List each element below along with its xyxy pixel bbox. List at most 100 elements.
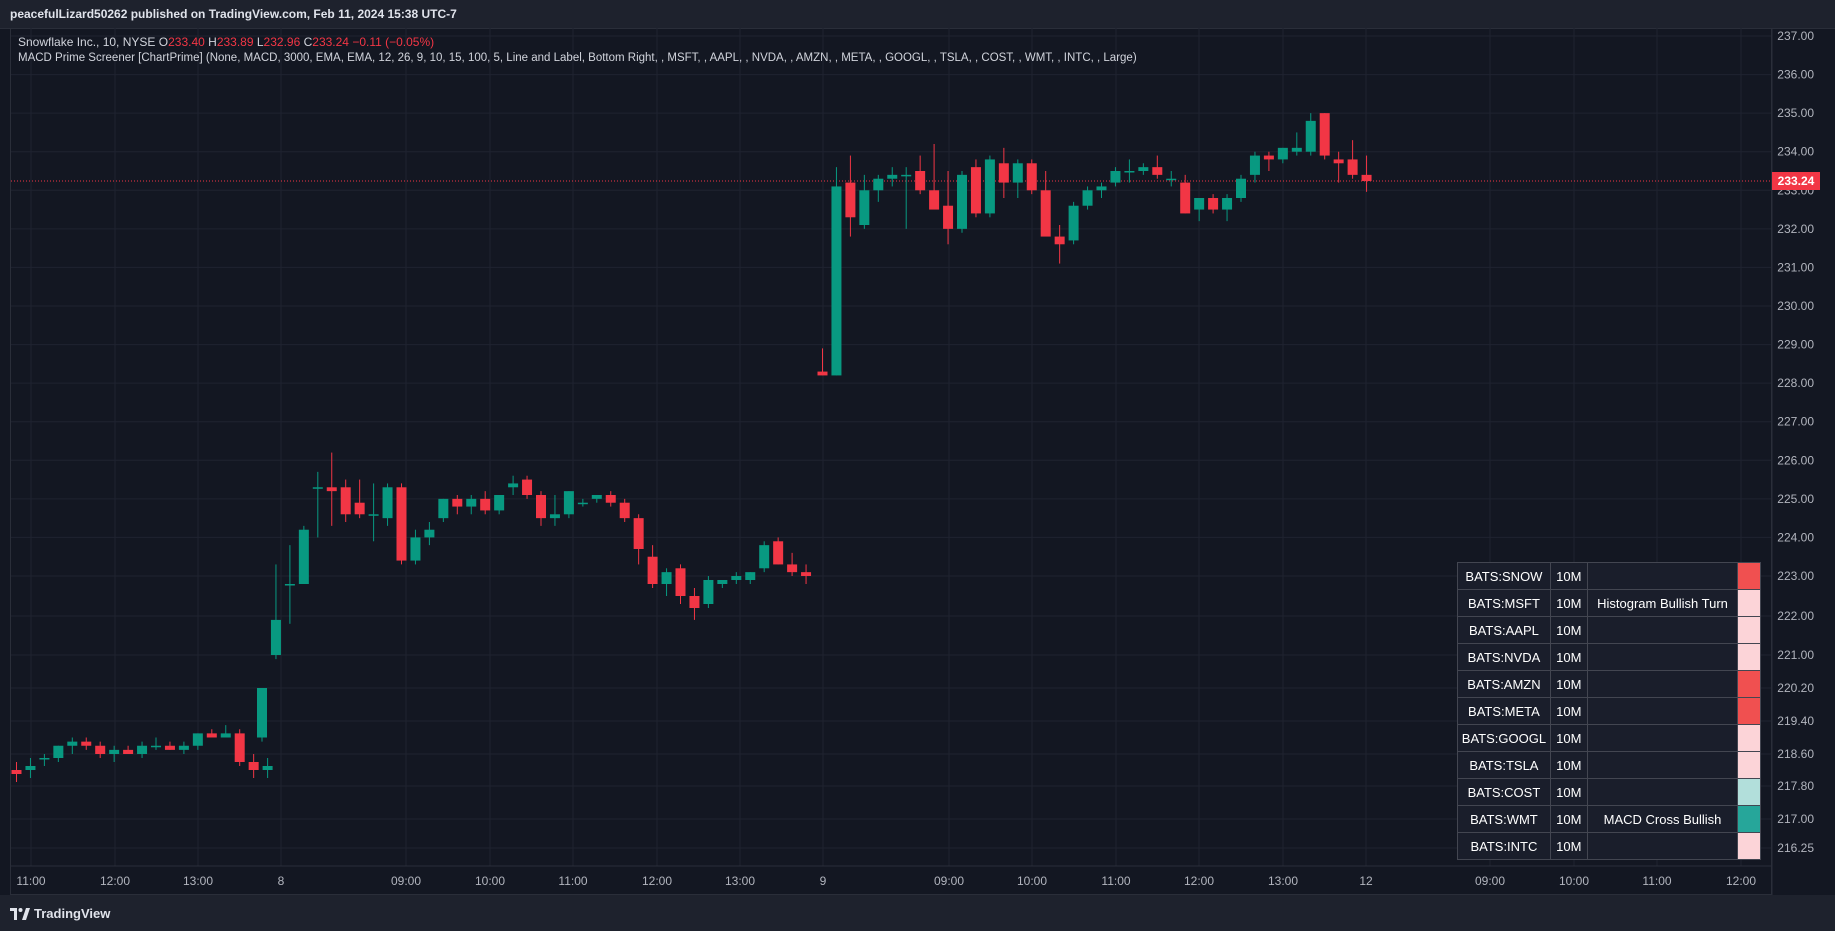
time-axis-label: 13:00 xyxy=(1268,874,1298,888)
price-axis-label: 221.00 xyxy=(1777,648,1814,662)
price-axis-label: 236.00 xyxy=(1777,68,1814,82)
price-axis-label: 220.20 xyxy=(1777,681,1814,695)
screener-symbol: BATS:AMZN xyxy=(1457,670,1551,698)
screener-signal xyxy=(1586,670,1739,698)
price-axis-label: 217.00 xyxy=(1777,812,1814,826)
screener-status-color xyxy=(1737,778,1761,806)
time-axis-label: 09:00 xyxy=(934,874,964,888)
candle-body xyxy=(206,733,217,738)
screener-symbol: BATS:MSFT xyxy=(1457,589,1551,617)
screener-signal xyxy=(1586,832,1739,860)
candle-body xyxy=(998,163,1009,183)
time-axis-label: 12 xyxy=(1359,874,1373,888)
candle-body xyxy=(123,749,134,754)
screener-row: BATS:TSLA 10M xyxy=(1457,751,1761,779)
screener-row: BATS:GOOGL 10M xyxy=(1457,724,1761,752)
candle-body xyxy=(1333,159,1344,164)
screener-timeframe: 10M xyxy=(1549,643,1588,671)
price-axis-label: 230.00 xyxy=(1777,299,1814,313)
candle-body xyxy=(1152,167,1163,175)
time-axis-label: 09:00 xyxy=(1475,874,1505,888)
time-axis-label: 13:00 xyxy=(183,874,213,888)
screener-signal xyxy=(1586,562,1739,590)
screener-status-color xyxy=(1737,589,1761,617)
screener-row: BATS:NVDA 10M xyxy=(1457,643,1761,671)
screener-row: BATS:COST 10M xyxy=(1457,778,1761,806)
price-axis-label: 226.00 xyxy=(1777,453,1814,467)
candle-body xyxy=(901,174,912,177)
indicator-legend[interactable]: MACD Prime Screener [ChartPrime] (None, … xyxy=(18,52,1137,64)
publish-line: peacefulLizard50262 published on Trading… xyxy=(10,7,457,21)
price-axis-label: 235.00 xyxy=(1777,106,1814,120)
candle-body xyxy=(234,733,245,762)
time-axis-label: 11:00 xyxy=(1101,874,1130,888)
candle-body xyxy=(262,766,273,770)
price-axis-label: 227.00 xyxy=(1777,415,1814,429)
candle-body xyxy=(970,167,981,214)
candle-body xyxy=(703,580,714,604)
price-axis-label: 225.00 xyxy=(1777,492,1814,506)
screener-signal xyxy=(1586,643,1739,671)
candle-body xyxy=(929,190,940,210)
screener-symbol: BATS:NVDA xyxy=(1457,643,1551,671)
candle-body xyxy=(1208,198,1219,210)
screener-signal: Histogram Bullish Turn xyxy=(1586,589,1739,617)
screener-row: BATS:AMZN 10M xyxy=(1457,670,1761,698)
legend-high-label: H xyxy=(208,35,217,49)
legend-open-value: 233.40 xyxy=(168,35,205,49)
candle-body xyxy=(178,745,189,750)
time-axis-label: 10:00 xyxy=(1017,874,1047,888)
candle-body xyxy=(1166,178,1177,181)
price-axis-label: 222.00 xyxy=(1777,609,1814,623)
candle-body xyxy=(1305,120,1316,152)
candle-body xyxy=(368,514,379,516)
candle-body xyxy=(801,572,812,576)
time-axis-label: 12:00 xyxy=(100,874,130,888)
screener-symbol: BATS:SNOW xyxy=(1457,562,1551,590)
screener-symbol: BATS:AAPL xyxy=(1457,616,1551,644)
candle-body xyxy=(605,495,616,503)
price-axis-label: 231.00 xyxy=(1777,260,1814,274)
macd-screener-table: BATS:SNOW 10M BATS:MSFT 10M Histogram Bullis… xyxy=(1457,562,1761,860)
candle-body xyxy=(354,502,365,515)
price-axis-label: 224.00 xyxy=(1777,530,1814,544)
screener-symbol: BATS:GOOGL xyxy=(1457,724,1551,752)
screener-status-color xyxy=(1737,751,1761,779)
legend-close-label: C xyxy=(303,35,313,49)
candle-body xyxy=(137,745,148,754)
price-axis-label: 229.00 xyxy=(1777,338,1814,352)
candle-body xyxy=(943,205,954,229)
candle-body xyxy=(298,529,309,584)
candle-body xyxy=(915,171,926,191)
legend-close-value: 233.24 xyxy=(312,35,349,49)
price-axis-label: 216.25 xyxy=(1777,841,1814,855)
candle-body xyxy=(817,371,828,376)
candle-body xyxy=(326,487,337,492)
candle-body xyxy=(1054,236,1065,245)
candle-body xyxy=(1180,182,1191,214)
price-axis-label: 232.00 xyxy=(1777,222,1814,236)
candle-body xyxy=(549,514,560,519)
candle-body xyxy=(887,174,898,179)
time-axis-label: 10:00 xyxy=(1559,874,1589,888)
candle-body xyxy=(1277,147,1288,160)
footer-bar: TradingView xyxy=(0,895,1835,931)
legend-low-label: L xyxy=(256,35,264,49)
screener-timeframe: 10M xyxy=(1549,616,1588,644)
screener-timeframe: 10M xyxy=(1549,751,1588,779)
screener-timeframe: 10M xyxy=(1549,562,1588,590)
candle-body xyxy=(1138,167,1149,171)
candle-body xyxy=(480,498,491,511)
candle-body xyxy=(164,745,175,750)
candle-body xyxy=(1291,147,1302,152)
candle-body xyxy=(689,596,700,608)
candle-body xyxy=(661,572,672,584)
screener-status-color xyxy=(1737,562,1761,590)
tradingview-logo[interactable]: TradingView xyxy=(10,906,110,921)
screener-timeframe: 10M xyxy=(1549,670,1588,698)
candlestick-chart[interactable]: 237.00236.00235.00234.00233.00232.00231.… xyxy=(0,28,1835,895)
legend-change: −0.11 (−0.05%) xyxy=(352,35,435,49)
candle-body xyxy=(1222,198,1233,210)
candle-body xyxy=(81,741,92,746)
screener-status-color xyxy=(1737,724,1761,752)
